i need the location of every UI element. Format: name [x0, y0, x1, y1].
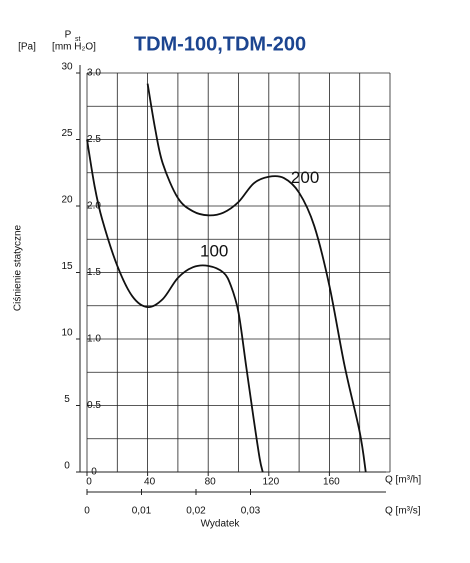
- x-tick-label: 0: [86, 477, 92, 488]
- y2-tick-label: 2.0: [87, 201, 101, 212]
- y-tick-label: 0: [64, 461, 70, 472]
- x-tick-label: 40: [144, 477, 156, 488]
- x-tick-label: 80: [205, 477, 217, 488]
- y-unit: [Pa]: [18, 42, 36, 53]
- y-tick-label: 15: [61, 261, 73, 272]
- y-tick-label: 20: [61, 195, 73, 206]
- y-tick-label: 25: [61, 128, 73, 139]
- y-symbol-sub: st: [75, 36, 81, 43]
- y2-tick-label: 1.5: [87, 267, 101, 278]
- y-label: Ciśnienie statyczne: [13, 224, 24, 311]
- y2-tick-label: 1.0: [87, 334, 101, 345]
- x2-tick-label: 0,02: [186, 506, 206, 517]
- y2-tick-label: 0.5: [87, 400, 101, 411]
- curve: [146, 83, 367, 473]
- chart-title: TDM-100,TDM-200: [134, 33, 306, 55]
- x-tick-label: 160: [323, 477, 340, 488]
- series-label: 200: [291, 168, 319, 187]
- x-tick-label: 120: [262, 477, 279, 488]
- y2-tick-label: 3.0: [87, 68, 101, 79]
- y-tick-label: 10: [61, 328, 73, 339]
- x2-tick-label: 0,03: [241, 506, 261, 517]
- y-symbol: P: [65, 30, 72, 41]
- x2-unit: Q [m³/s]: [385, 506, 421, 517]
- x2-tick-label: 0: [84, 506, 90, 517]
- y-tick-label: 5: [64, 394, 70, 405]
- y2-unit: [mm H₂O]: [52, 42, 96, 53]
- curve: [86, 139, 264, 473]
- series-label: 100: [200, 241, 228, 260]
- y2-tick-label: 2.5: [87, 134, 101, 145]
- y-tick-label: 30: [61, 62, 73, 73]
- x-label: Wydatek: [201, 519, 241, 530]
- x-unit: Q [m³/h]: [385, 475, 421, 486]
- x2-tick-label: 0,01: [132, 506, 152, 517]
